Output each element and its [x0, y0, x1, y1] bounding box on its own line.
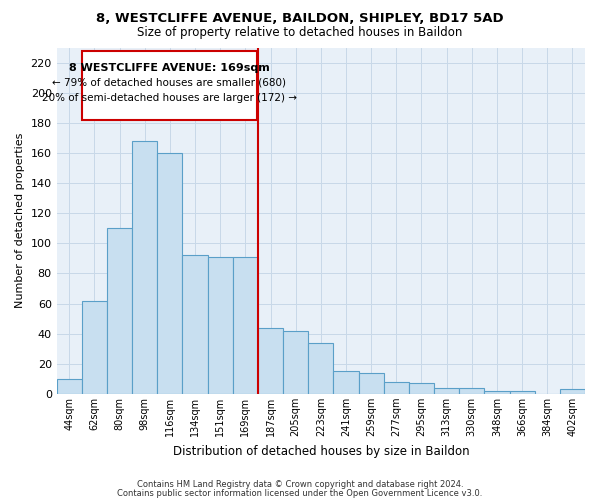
- Text: 8, WESTCLIFFE AVENUE, BAILDON, SHIPLEY, BD17 5AD: 8, WESTCLIFFE AVENUE, BAILDON, SHIPLEY, …: [96, 12, 504, 26]
- Bar: [459, 388, 484, 394]
- Bar: [308, 342, 334, 394]
- Bar: [509, 391, 535, 394]
- Bar: [208, 257, 233, 394]
- Text: 8 WESTCLIFFE AVENUE: 169sqm: 8 WESTCLIFFE AVENUE: 169sqm: [69, 62, 269, 72]
- Bar: [258, 328, 283, 394]
- Bar: [409, 384, 434, 394]
- Bar: [334, 372, 359, 394]
- Bar: [182, 256, 208, 394]
- Bar: [434, 388, 459, 394]
- Text: Contains public sector information licensed under the Open Government Licence v3: Contains public sector information licen…: [118, 488, 482, 498]
- Bar: [359, 373, 384, 394]
- Text: Contains HM Land Registry data © Crown copyright and database right 2024.: Contains HM Land Registry data © Crown c…: [137, 480, 463, 489]
- Bar: [283, 330, 308, 394]
- Bar: [560, 390, 585, 394]
- Text: ← 79% of detached houses are smaller (680): ← 79% of detached houses are smaller (68…: [52, 78, 286, 88]
- Bar: [484, 391, 509, 394]
- X-axis label: Distribution of detached houses by size in Baildon: Distribution of detached houses by size …: [173, 444, 469, 458]
- FancyBboxPatch shape: [82, 50, 257, 120]
- Y-axis label: Number of detached properties: Number of detached properties: [15, 133, 25, 308]
- Bar: [157, 153, 182, 394]
- Text: 20% of semi-detached houses are larger (172) →: 20% of semi-detached houses are larger (…: [42, 92, 297, 102]
- Bar: [107, 228, 132, 394]
- Bar: [56, 379, 82, 394]
- Bar: [233, 257, 258, 394]
- Text: Size of property relative to detached houses in Baildon: Size of property relative to detached ho…: [137, 26, 463, 39]
- Bar: [132, 141, 157, 394]
- Bar: [82, 300, 107, 394]
- Bar: [384, 382, 409, 394]
